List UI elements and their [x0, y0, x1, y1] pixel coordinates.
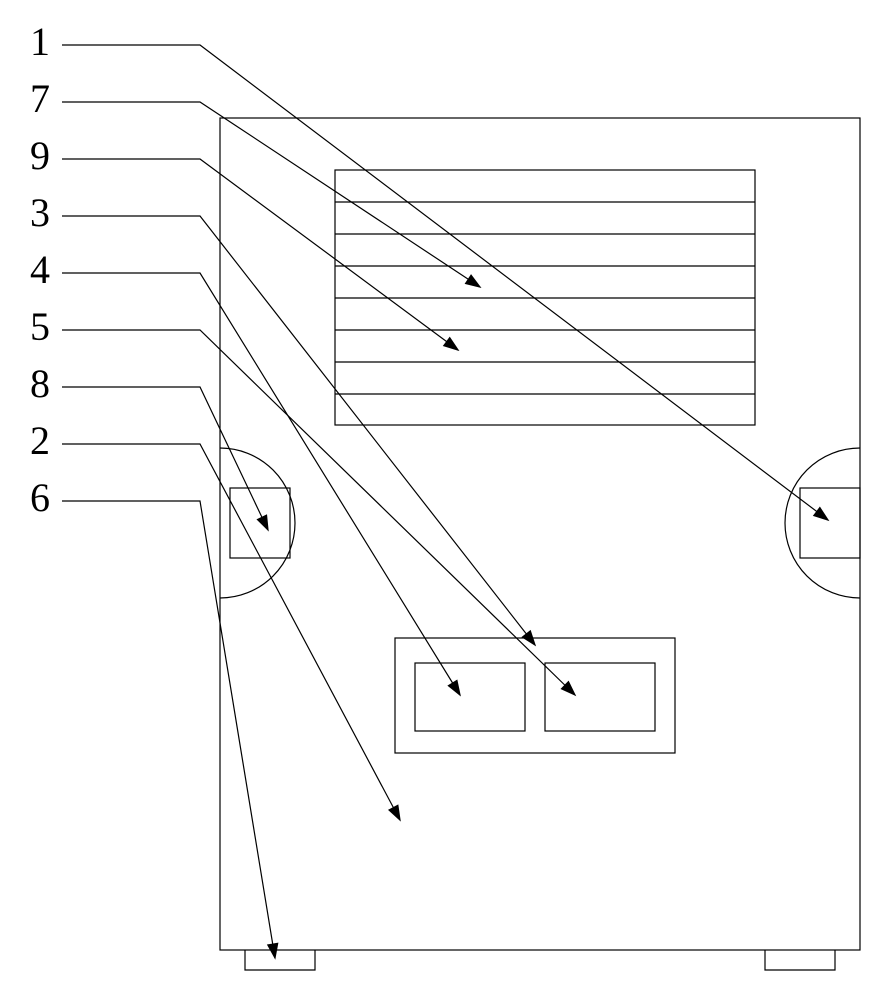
- label-8: 8: [30, 360, 50, 407]
- arrowhead-6: [268, 943, 278, 958]
- arrowhead-4: [448, 680, 460, 695]
- leader-8: [62, 387, 268, 530]
- arc-right: [785, 448, 860, 598]
- arrowhead-8: [257, 515, 268, 530]
- label-4: 4: [30, 246, 50, 293]
- label-9: 9: [30, 132, 50, 179]
- arrowhead-2: [389, 805, 400, 820]
- leader-3: [62, 216, 535, 645]
- arrowhead-1: [814, 508, 828, 520]
- leader-9: [62, 159, 458, 350]
- diagram-canvas: [0, 0, 888, 1000]
- foot-left: [245, 950, 315, 970]
- label-2: 2: [30, 417, 50, 464]
- switch-left: [415, 663, 525, 731]
- leader-6: [62, 501, 275, 958]
- leader-5: [62, 330, 575, 695]
- switch-right: [545, 663, 655, 731]
- arrowhead-9: [444, 338, 458, 350]
- leader-4: [62, 273, 460, 695]
- label-7: 7: [30, 75, 50, 122]
- foot-right: [765, 950, 835, 970]
- label-3: 3: [30, 189, 50, 236]
- side-box-right: [800, 488, 860, 558]
- leader-1: [62, 45, 828, 520]
- arc-left: [220, 448, 295, 598]
- side-box-left: [230, 488, 290, 558]
- arrowhead-7: [466, 275, 480, 287]
- label-6: 6: [30, 474, 50, 521]
- leader-7: [62, 102, 480, 287]
- label-1: 1: [30, 18, 50, 65]
- label-5: 5: [30, 303, 50, 350]
- arrowhead-3: [522, 631, 535, 645]
- outer-body: [220, 118, 860, 950]
